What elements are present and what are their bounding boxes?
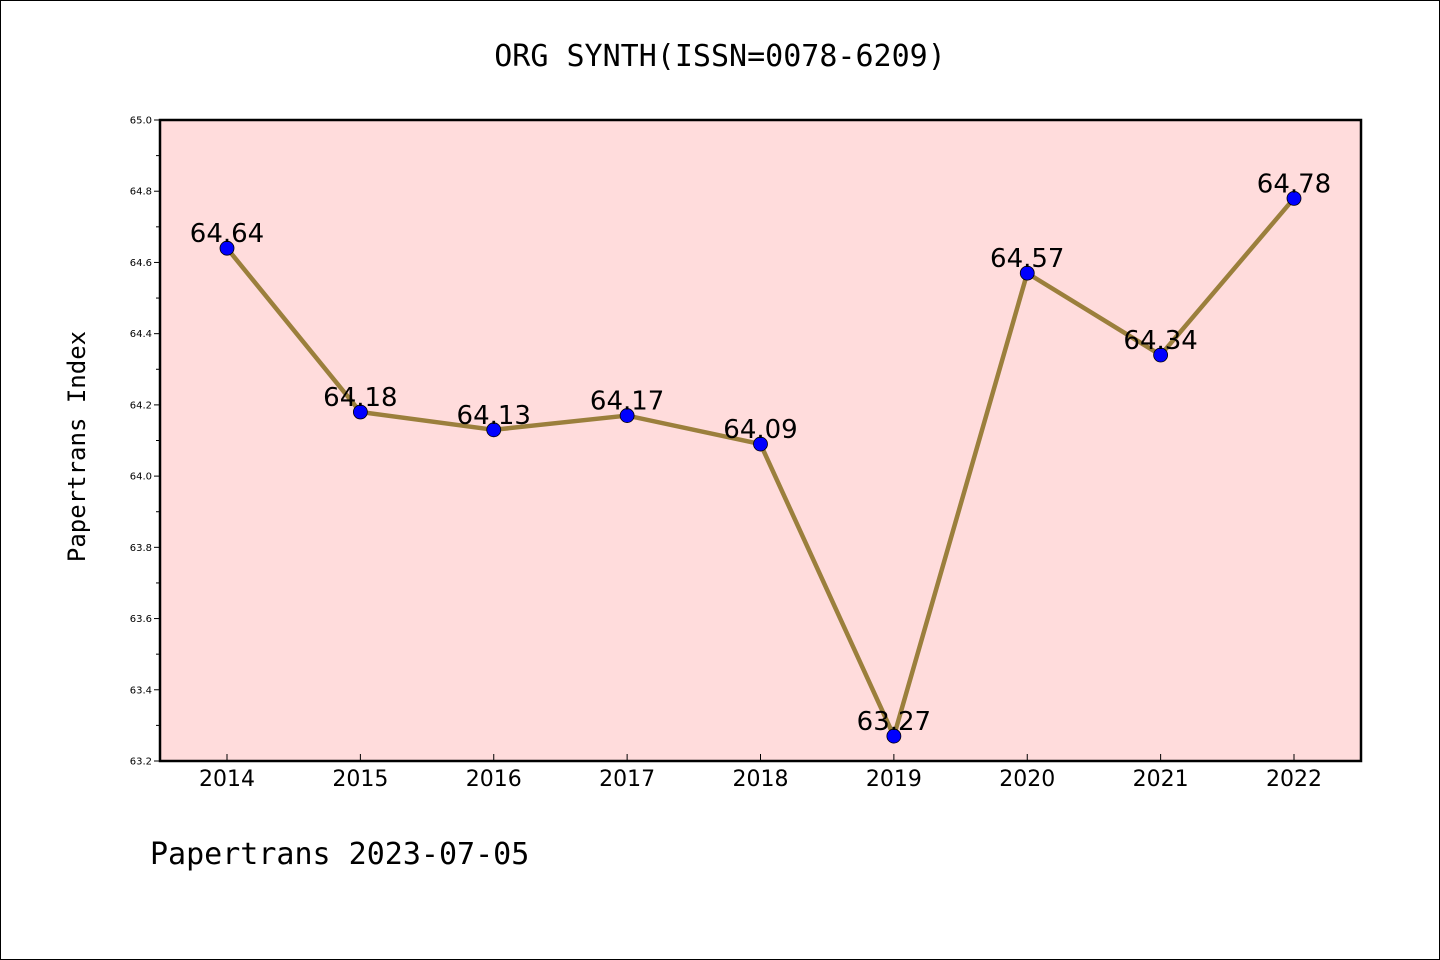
plot-border — [158, 118, 1363, 763]
data-label: 64.64 — [190, 219, 264, 249]
footer-note: Papertrans 2023-07-05 — [150, 837, 529, 872]
data-point — [1019, 265, 1035, 281]
series-layer — [219, 190, 1302, 744]
y-tick-label: 64.4 — [130, 329, 152, 340]
data-point — [1153, 347, 1169, 363]
y-tick-label: 63.4 — [130, 685, 152, 696]
data-point — [753, 436, 768, 452]
x-tick-label: 2021 — [1133, 767, 1189, 792]
x-tick-label: 2016 — [466, 767, 522, 792]
y-tick-label: 64.8 — [130, 187, 152, 198]
data-point — [1286, 190, 1302, 206]
y-tick-label: 63.2 — [130, 757, 152, 768]
y-tick-label: 63.8 — [130, 543, 152, 554]
x-tick-label: 2019 — [866, 767, 922, 792]
data-label: 64.09 — [723, 415, 797, 445]
data-point — [619, 408, 635, 423]
data-label: 64.34 — [1123, 326, 1197, 356]
chart-title: ORG SYNTH(ISSN=0078-6209) — [494, 39, 946, 74]
y-tick-label: 64.6 — [130, 258, 152, 269]
data-label: 64.17 — [590, 387, 664, 417]
x-tick-label: 2022 — [1266, 767, 1322, 792]
data-point — [352, 404, 368, 420]
x-axis: 2014 2015 2016 2017 2018 2019 2020 2021 2022 — [199, 754, 1322, 792]
y-tick-label: 63.6 — [130, 614, 152, 625]
y-tick-label: 65.0 — [130, 116, 152, 127]
data-point — [219, 240, 235, 256]
y-tick-label: 64.0 — [130, 472, 152, 483]
data-point — [886, 728, 902, 744]
x-tick-label: 2015 — [332, 767, 388, 792]
data-label: 64.57 — [990, 244, 1064, 274]
x-tick-label: 2017 — [599, 767, 655, 792]
y-axis-label: Papertrans Index — [63, 331, 91, 562]
y-axis: 63.2 63.4 63.6 63.8 64.0 64.2 64.4 64.6 64.8 65.0 — [130, 116, 160, 768]
x-tick-label: 2018 — [733, 767, 789, 792]
x-tick-label: 2014 — [199, 767, 255, 792]
data-labels: 64.64 64.18 64.13 64.17 64.09 63.27 64.57 64.34… — [190, 169, 1331, 737]
x-tick-label: 2020 — [999, 767, 1055, 792]
y-tick-label: 64.2 — [130, 400, 152, 411]
data-label: 64.18 — [323, 383, 397, 413]
data-point — [486, 422, 502, 438]
data-label: 64.13 — [457, 401, 531, 431]
data-label: 64.78 — [1257, 169, 1331, 199]
data-label: 63.27 — [857, 707, 931, 737]
